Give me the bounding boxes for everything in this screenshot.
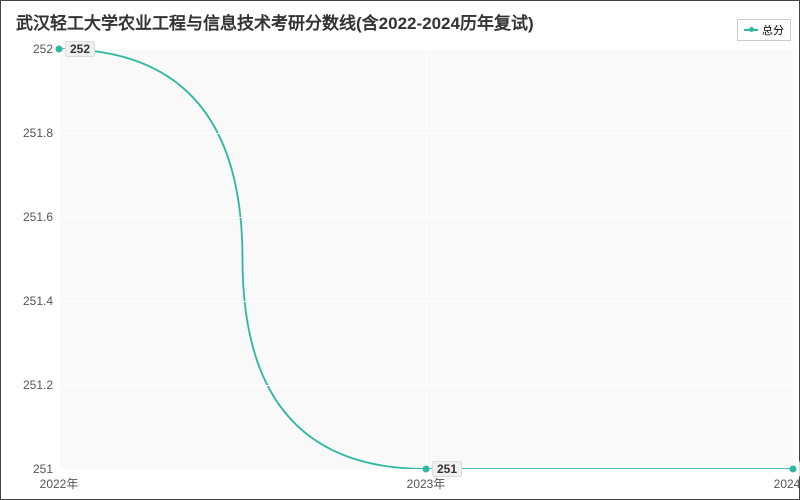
- chart-container: 武汉轻工大学农业工程与信息技术考研分数线(含2022-2024历年复试) 总分 …: [0, 0, 800, 500]
- y-tick-label: 251.4: [23, 294, 59, 308]
- x-tick-label: 2022年: [40, 469, 79, 492]
- y-tick-label: 251.2: [23, 378, 59, 392]
- plot-area: 251251.2251.4251.6251.82522022年2023年2024…: [59, 49, 793, 469]
- legend-label: 总分: [762, 22, 784, 38]
- data-label: 252: [65, 41, 95, 57]
- y-tick-label: 251.8: [23, 126, 59, 140]
- data-point: [790, 466, 797, 473]
- chart-title: 武汉轻工大学农业工程与信息技术考研分数线(含2022-2024历年复试): [16, 9, 534, 34]
- grid-line-vertical: [59, 49, 60, 469]
- data-label: 251: [432, 461, 462, 477]
- legend: 总分: [737, 19, 791, 41]
- grid-line-vertical: [426, 49, 427, 469]
- y-tick-label: 251.6: [23, 210, 59, 224]
- data-point: [56, 46, 63, 53]
- x-tick-label: 2024年: [774, 469, 800, 492]
- data-point: [423, 466, 430, 473]
- grid-line-vertical: [793, 49, 794, 469]
- legend-marker-icon: [744, 29, 758, 31]
